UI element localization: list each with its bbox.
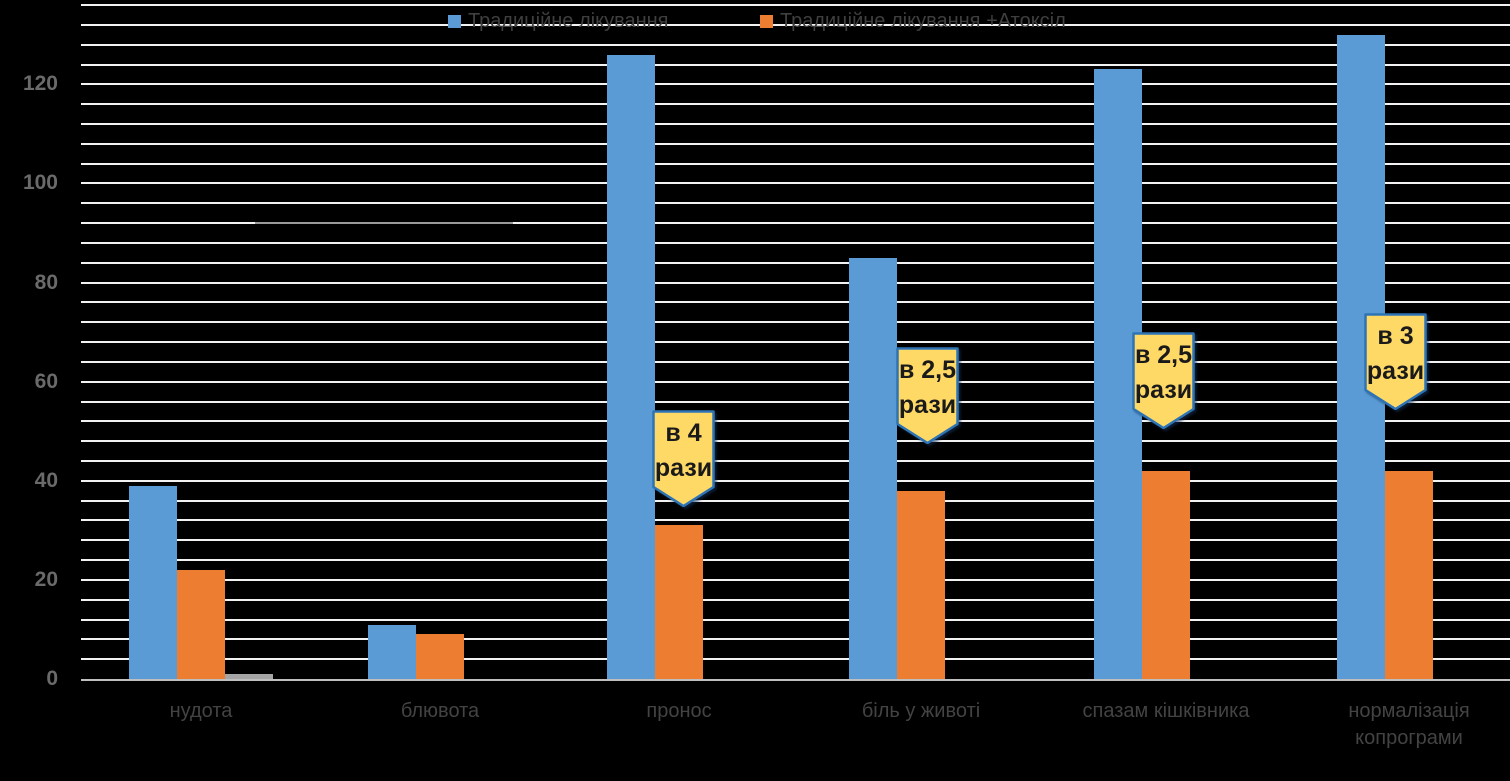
gridline [81,43,1510,46]
category-label: біль у животі [861,700,981,722]
gridline [81,519,1510,522]
bar-традиційне-лікування-+атоксіл-1 [416,634,464,679]
legend-item-traditional-treatment: Традиційне лікування [448,10,669,33]
bar-традиційне-лікування-+атоксіл-2 [655,525,703,679]
bar-традиційне-лікування-2 [607,54,655,679]
y-axis-tick-label: 40 [34,468,58,492]
gridline [81,598,1510,601]
bar-традиційне-лікування-0 [129,485,177,679]
gridline [81,142,1510,145]
gridline [81,103,1510,106]
category-label: спазам кішківника [1082,700,1250,722]
gridline [81,222,1510,224]
annotation-badge-shape [652,410,715,507]
bar-традиційне-лікування-1 [368,624,416,679]
gridline [81,321,1510,324]
gridline [81,479,1510,482]
gridline [81,360,1510,363]
bar-традиційне-лікування-3 [849,257,897,679]
gridline [81,578,1510,581]
gridline [81,182,1510,185]
gray-line-segment [255,222,513,224]
gridline [81,241,1510,244]
y-axis-tick-label: 0 [46,667,58,690]
gridline [81,83,1510,86]
gridline [81,400,1510,403]
category-label: пронос [646,700,712,722]
annotation-badge-shape [896,347,959,444]
y-axis-tick-label: 20 [34,567,58,591]
bar-традиційне-лікування-+атоксіл-5 [1385,470,1433,679]
gridline [81,440,1510,443]
bar-традиційне-лікування-+атоксіл-0 [177,570,225,679]
annotation-badge: в 3 рази [1364,313,1427,410]
gridline [81,162,1510,165]
legend-swatch-orange [760,15,773,28]
gridline [81,539,1510,542]
gridline [81,559,1510,562]
gridline [81,380,1510,383]
gridline [81,618,1510,621]
legend-label-traditional-plus-atoxil: Традиційне лікування +Атоксіл [780,10,1066,32]
gridline [81,4,1510,6]
gridline [81,122,1510,125]
gridline [81,23,1510,26]
gridline [81,261,1510,264]
legend-item-traditional-plus-atoxil: Традиційне лікування +Атоксіл [760,10,1066,33]
gridline [81,499,1510,502]
y-axis-tick-label: 80 [34,270,58,294]
gridline [81,638,1510,641]
gridline [81,420,1510,423]
gridline [81,202,1510,205]
category-label: нудота [169,700,233,722]
gridline [81,63,1510,66]
bar-gray-0 [225,674,273,679]
y-axis-tick-label: 100 [22,171,58,195]
annotation-badge-text: в 3 рази [1366,322,1425,385]
legend-label-traditional-treatment: Традиційне лікування [468,10,669,32]
annotation-badge: в 2,5 рази [896,347,959,444]
legend-swatch-blue [448,15,461,28]
category-label: блювота [400,700,480,722]
gridline [81,301,1510,304]
annotation-badge-text: в 2,5 рази [1134,341,1193,404]
annotation-badge: в 4 рази [652,410,715,507]
annotation-badge-text: в 4 рази [654,419,713,482]
gridline [81,341,1510,343]
legend: Традиційне лікування Традиційне лікуванн… [0,0,1510,40]
gridline [81,459,1510,462]
annotation-badge-shape [1364,313,1427,410]
annotation-badge-text: в 2,5 рази [898,356,957,419]
y-axis-tick-label: 60 [34,369,58,393]
annotation-badge-shape [1132,332,1195,429]
bar-традиційне-лікування-+атоксіл-4 [1142,470,1190,679]
x-axis-line [81,679,1510,681]
y-axis-tick-label: 120 [22,72,58,96]
gridline [81,281,1510,284]
gridline [81,658,1510,661]
bar-традиційне-лікування-+атоксіл-3 [897,490,945,679]
annotation-badge: в 2,5 рази [1132,332,1195,429]
category-label: нормалізація копрограми [1348,700,1470,749]
